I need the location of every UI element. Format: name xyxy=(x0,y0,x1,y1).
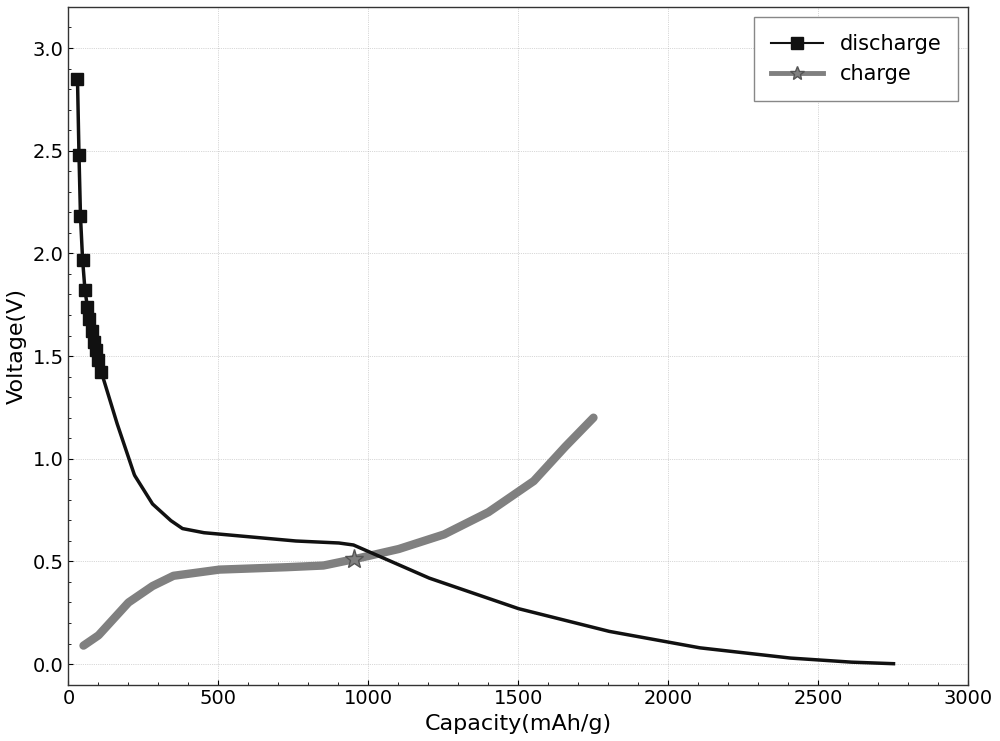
X-axis label: Capacity(mAh/g): Capacity(mAh/g) xyxy=(425,714,612,734)
Legend: discharge, charge: discharge, charge xyxy=(754,17,958,101)
Y-axis label: Voltage(V): Voltage(V) xyxy=(7,288,27,404)
